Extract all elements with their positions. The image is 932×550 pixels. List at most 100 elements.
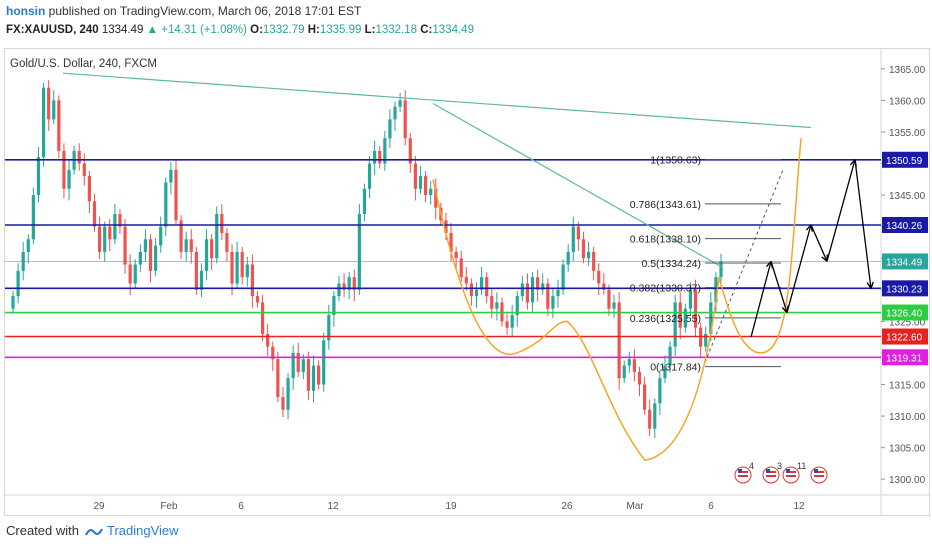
candle-body: [103, 226, 107, 252]
candle-body: [189, 239, 193, 252]
candle-body: [378, 150, 382, 164]
candle-body: [230, 251, 234, 284]
candle-body: [464, 277, 468, 284]
candle-body: [388, 119, 392, 139]
tradingview-logo-icon: [85, 527, 103, 536]
x-tick-label: 6: [238, 501, 244, 512]
candle-body: [632, 359, 637, 372]
candle-body: [653, 403, 657, 429]
candle-body: [82, 163, 86, 177]
candle-body: [52, 100, 56, 120]
projection-arrowhead: [866, 281, 874, 289]
candle-body: [235, 251, 239, 284]
candle-body: [423, 176, 428, 196]
projection-arrow-segment: [786, 224, 812, 313]
candle-body: [164, 182, 168, 227]
candle-body: [26, 239, 30, 252]
candle-body: [459, 258, 463, 278]
candle-body: [291, 352, 295, 379]
x-tick-label: 29: [93, 501, 105, 512]
candle-body: [199, 270, 204, 290]
candle-body: [16, 270, 20, 297]
candle-body: [607, 289, 611, 309]
x-tick-label: 19: [445, 501, 457, 512]
candle-body: [556, 289, 560, 297]
candle-body: [678, 302, 682, 328]
level-price-label: 1330.23: [886, 284, 923, 295]
candle-body: [383, 138, 387, 164]
close-value: 1334.49: [432, 24, 474, 36]
candle-body: [138, 251, 142, 265]
candle-body: [362, 188, 367, 215]
level-price-tag: [882, 349, 928, 366]
fib-label: 0.382(1330.37): [630, 282, 701, 294]
projection-arrow-segment: [810, 224, 828, 262]
candle-body: [327, 315, 331, 341]
candle-body: [215, 214, 219, 259]
level-price-tag: [882, 304, 928, 321]
level-price-label: 1319.31: [886, 353, 923, 364]
candle-body: [418, 176, 423, 189]
candle-body: [281, 397, 285, 410]
candle-body: [11, 296, 15, 309]
candle-body: [576, 226, 580, 240]
level-price-tag: [882, 217, 928, 234]
author-name[interactable]: honsin: [6, 4, 46, 18]
fib-label: 0(1317.84): [650, 362, 701, 374]
candle-body: [174, 169, 178, 221]
level-price-tag: [882, 328, 928, 345]
open-label: O:: [250, 24, 263, 36]
candle-body: [490, 296, 494, 309]
candle-body: [225, 232, 229, 252]
candle-body: [148, 239, 153, 271]
candle-body: [271, 346, 275, 360]
candle-body: [393, 106, 397, 120]
us-flag-stripe: [814, 471, 824, 473]
us-flag-canton: [786, 469, 790, 473]
x-tick-label: Mar: [626, 501, 644, 512]
us-flag-canton: [738, 469, 742, 473]
up-arrow-icon: ▲: [146, 24, 159, 36]
candle-body: [133, 264, 137, 284]
price-chart[interactable]: 1365.001360.001355.001350.001345.001340.…: [5, 49, 929, 515]
publish-text: published on TradingView.com, March 06, …: [48, 4, 362, 18]
projection-arrow-segment: [854, 159, 872, 289]
close-label: C:: [420, 24, 433, 36]
candle-body: [317, 365, 321, 385]
candle-body: [658, 378, 662, 404]
candle-body: [342, 283, 346, 290]
candle-body: [648, 409, 652, 429]
candle-body: [444, 220, 448, 233]
us-flag-stripe: [814, 475, 824, 477]
candle-body: [714, 277, 718, 303]
candle-body: [413, 163, 417, 189]
tradingview-link[interactable]: TradingView: [85, 523, 179, 538]
fib-label: 0.786(1343.61): [630, 199, 701, 211]
candle-body: [357, 214, 361, 290]
candle-body: [622, 365, 626, 379]
candle-body: [480, 277, 484, 290]
brand-name: TradingView: [106, 523, 179, 538]
candle-body: [220, 214, 224, 233]
candle-body: [266, 333, 270, 347]
candle-body: [398, 100, 402, 107]
candle-body: [245, 264, 249, 278]
candle-body: [57, 100, 61, 151]
candle-body: [474, 289, 479, 297]
us-flag-canton: [766, 469, 770, 473]
candle-body: [510, 315, 514, 328]
candle-body: [128, 264, 132, 284]
candle-body: [602, 283, 606, 290]
candle-body: [255, 296, 260, 303]
event-count-label: 3: [777, 461, 782, 471]
candle-body: [586, 251, 591, 259]
candle-body: [434, 188, 438, 208]
chart-area[interactable]: 1365.001360.001355.001350.001345.001340.…: [4, 48, 930, 516]
y-tick-label: 1310.00: [889, 412, 926, 423]
candle-body: [92, 201, 97, 227]
footer: Created with TradingView: [6, 523, 179, 538]
y-tick-label: 1345.00: [889, 191, 926, 202]
us-flag-stripe: [766, 475, 776, 477]
candle-body: [429, 188, 433, 196]
candle-body: [530, 277, 535, 303]
